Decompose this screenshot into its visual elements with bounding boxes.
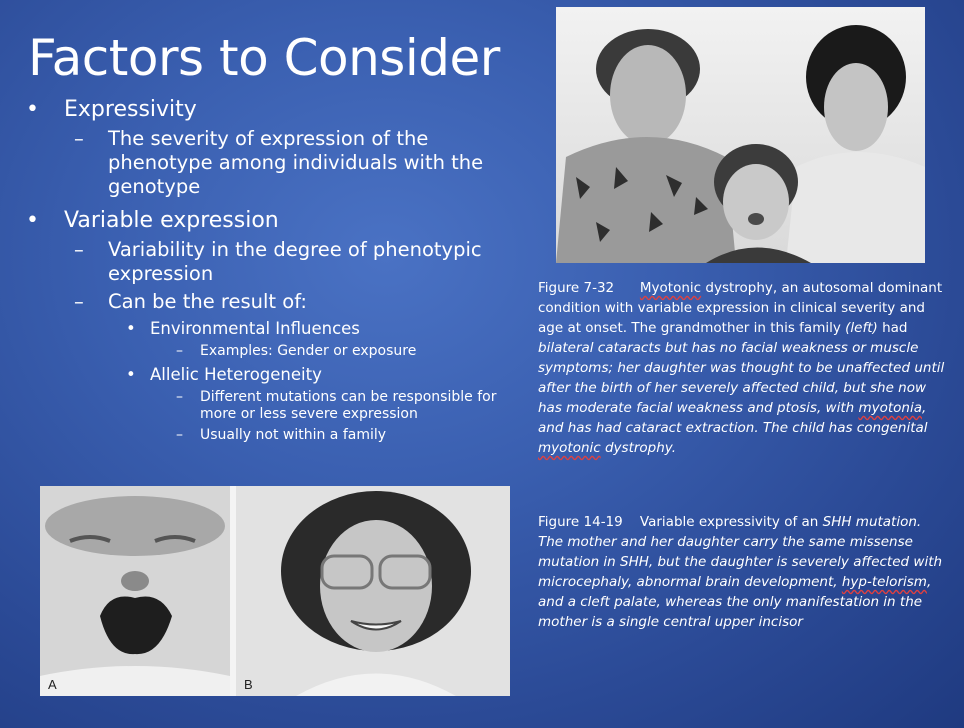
spellcheck-word: myotonic <box>538 440 601 456</box>
bullet-text: Can be the result of: <box>108 290 307 313</box>
bullet-dash-icon: – <box>74 290 84 313</box>
bullet-dot-icon: • <box>126 365 136 384</box>
figure-14-19-caption: Figure 14-19 Variable expressivity of an… <box>538 514 943 630</box>
photo-divider <box>230 486 236 696</box>
photo-label-a: A <box>48 677 57 692</box>
bullet-dash-icon: – <box>74 127 84 150</box>
bullet-variable-expression: • Variable expression <box>26 207 526 234</box>
bullet-text: Usually not within a family <box>200 427 387 443</box>
bullet-dash-icon: – <box>176 343 183 359</box>
figure-label: Figure 7-32 <box>538 280 615 296</box>
bullet-dot-icon: • <box>126 319 136 338</box>
bullet-dash-icon: – <box>74 238 84 261</box>
family-photo <box>556 7 925 263</box>
bullet-result-of: – Can be the result of: <box>26 290 526 314</box>
bullet-dot-icon: • <box>26 97 39 122</box>
bullet-text: Environmental Influences <box>150 319 360 338</box>
bullet-environmental: • Environmental Influences <box>26 318 526 339</box>
bullet-variable-definition: – Variability in the degree of phenotypi… <box>26 238 526 286</box>
bullet-text: Variable expression <box>64 208 279 233</box>
bullet-list: • Expressivity – The severity of express… <box>26 96 526 448</box>
daughter-photo: A <box>40 486 230 696</box>
bullet-expressivity: • Expressivity <box>26 96 526 123</box>
bullet-dash-icon: – <box>176 389 183 405</box>
bullet-dot-icon: • <box>26 208 39 233</box>
bullet-env-example: – Examples: Gender or exposure <box>26 343 526 360</box>
figure-7-32-caption: Figure 7-32 Myotonic dystrophy, an autos… <box>538 280 945 456</box>
bullet-expressivity-definition: – The severity of expression of the phen… <box>26 127 526 199</box>
bullet-text: Different mutations can be responsible f… <box>200 389 497 422</box>
figure-label: Figure 14-19 <box>538 514 623 530</box>
bullet-text: Allelic Heterogeneity <box>150 365 322 384</box>
bullet-text: Variability in the degree of phenotypic … <box>108 238 482 285</box>
bullet-allelic-2: – Usually not within a family <box>26 427 526 444</box>
bullet-allelic: • Allelic Heterogeneity <box>26 364 526 385</box>
bullet-text: Examples: Gender or exposure <box>200 343 417 359</box>
bullet-text: Expressivity <box>64 97 197 122</box>
bullet-dash-icon: – <box>176 427 183 443</box>
bullet-allelic-1: – Different mutations can be responsible… <box>26 389 526 423</box>
spellcheck-word: myotonia <box>858 400 923 416</box>
photo-label-b: B <box>244 677 253 692</box>
spellcheck-word: hyp-telorism <box>841 574 927 590</box>
mother-photo: B <box>236 486 510 696</box>
bullet-text: The severity of expression of the phenot… <box>108 127 484 198</box>
spellcheck-word: Myotonic <box>639 280 702 296</box>
slide-title: Factors to Consider <box>28 29 500 87</box>
